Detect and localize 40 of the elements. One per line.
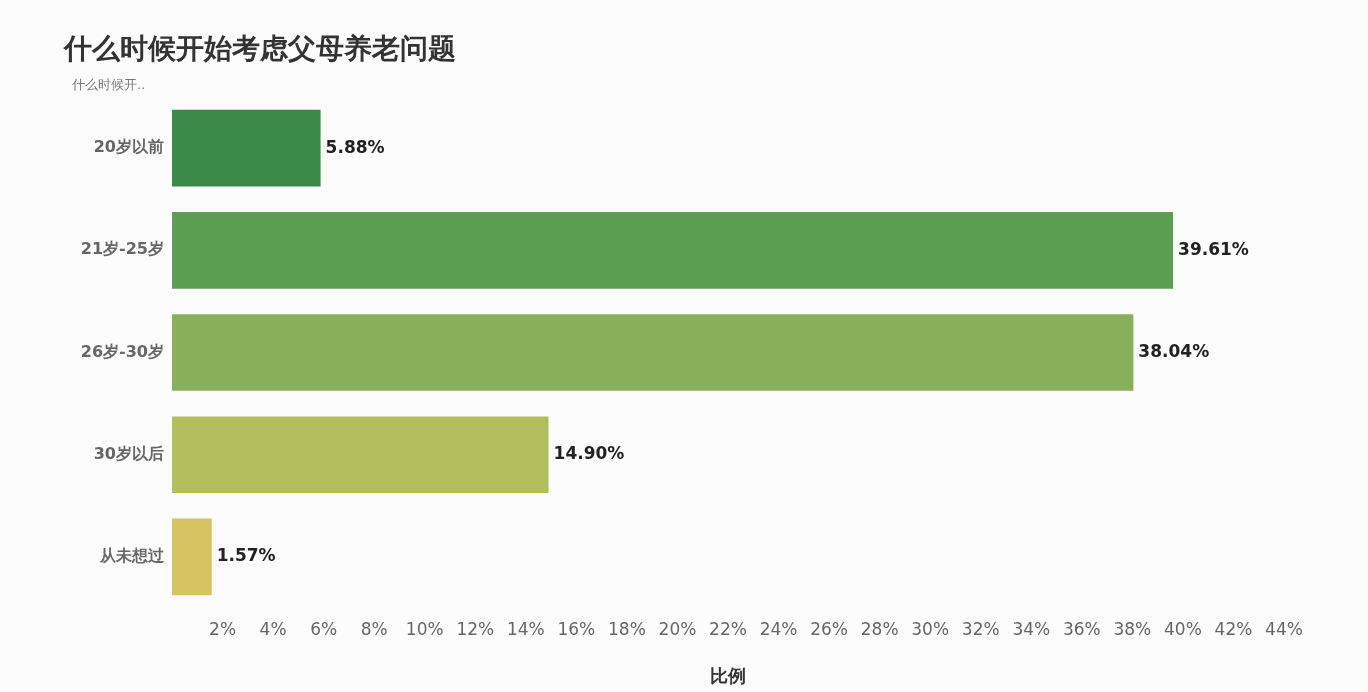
- data-label: 1.57%: [216, 545, 276, 566]
- y-tick-label: 30岁以后: [93, 443, 164, 463]
- bar: [172, 109, 321, 187]
- data-label: 14.90%: [553, 443, 625, 464]
- bar: [172, 211, 1174, 289]
- x-tick-label: 14%: [506, 618, 545, 639]
- x-tick-label: 20%: [658, 618, 697, 639]
- x-tick-label: 44%: [1265, 618, 1303, 639]
- y-axis-title: 什么时候开..: [72, 77, 146, 93]
- y-tick-label: 20岁以前: [93, 137, 164, 157]
- chart-title: 什么时候开始考虑父母养老问题: [64, 32, 456, 66]
- data-label: 5.88%: [325, 136, 385, 157]
- x-tick-label: 22%: [709, 618, 747, 639]
- data-label: 39.61%: [1178, 238, 1249, 259]
- x-tick-label: 8%: [360, 618, 388, 639]
- x-tick-label: 24%: [759, 618, 798, 639]
- x-tick-label: 32%: [961, 618, 1000, 639]
- x-tick-label: 38%: [1113, 618, 1152, 639]
- x-tick-label: 10%: [405, 618, 444, 639]
- x-tick-label: 34%: [1012, 618, 1051, 639]
- x-tick-label: 40%: [1164, 618, 1202, 639]
- x-axis-title: 比例: [710, 664, 746, 686]
- x-tick-label: 42%: [1214, 618, 1253, 639]
- x-tick-label: 28%: [860, 618, 899, 639]
- data-label: 38.04%: [1138, 340, 1210, 361]
- bar: [172, 314, 1134, 391]
- bar: [172, 416, 549, 494]
- y-tick-label: 21岁-25岁: [80, 239, 164, 259]
- bar: [172, 518, 212, 596]
- x-tick-label: 2%: [209, 618, 237, 639]
- x-tick-label: 4%: [259, 618, 287, 639]
- x-tick-label: 30%: [911, 618, 950, 639]
- y-tick-label: 26岁-30岁: [80, 341, 164, 361]
- y-tick-label: 从未想过: [99, 546, 165, 566]
- x-tick-label: 26%: [810, 618, 848, 639]
- x-tick-label: 12%: [456, 618, 495, 639]
- x-tick-label: 6%: [310, 618, 338, 639]
- x-tick-label: 18%: [608, 618, 646, 639]
- x-tick-label: 36%: [1062, 618, 1101, 639]
- x-tick-label: 16%: [557, 618, 596, 639]
